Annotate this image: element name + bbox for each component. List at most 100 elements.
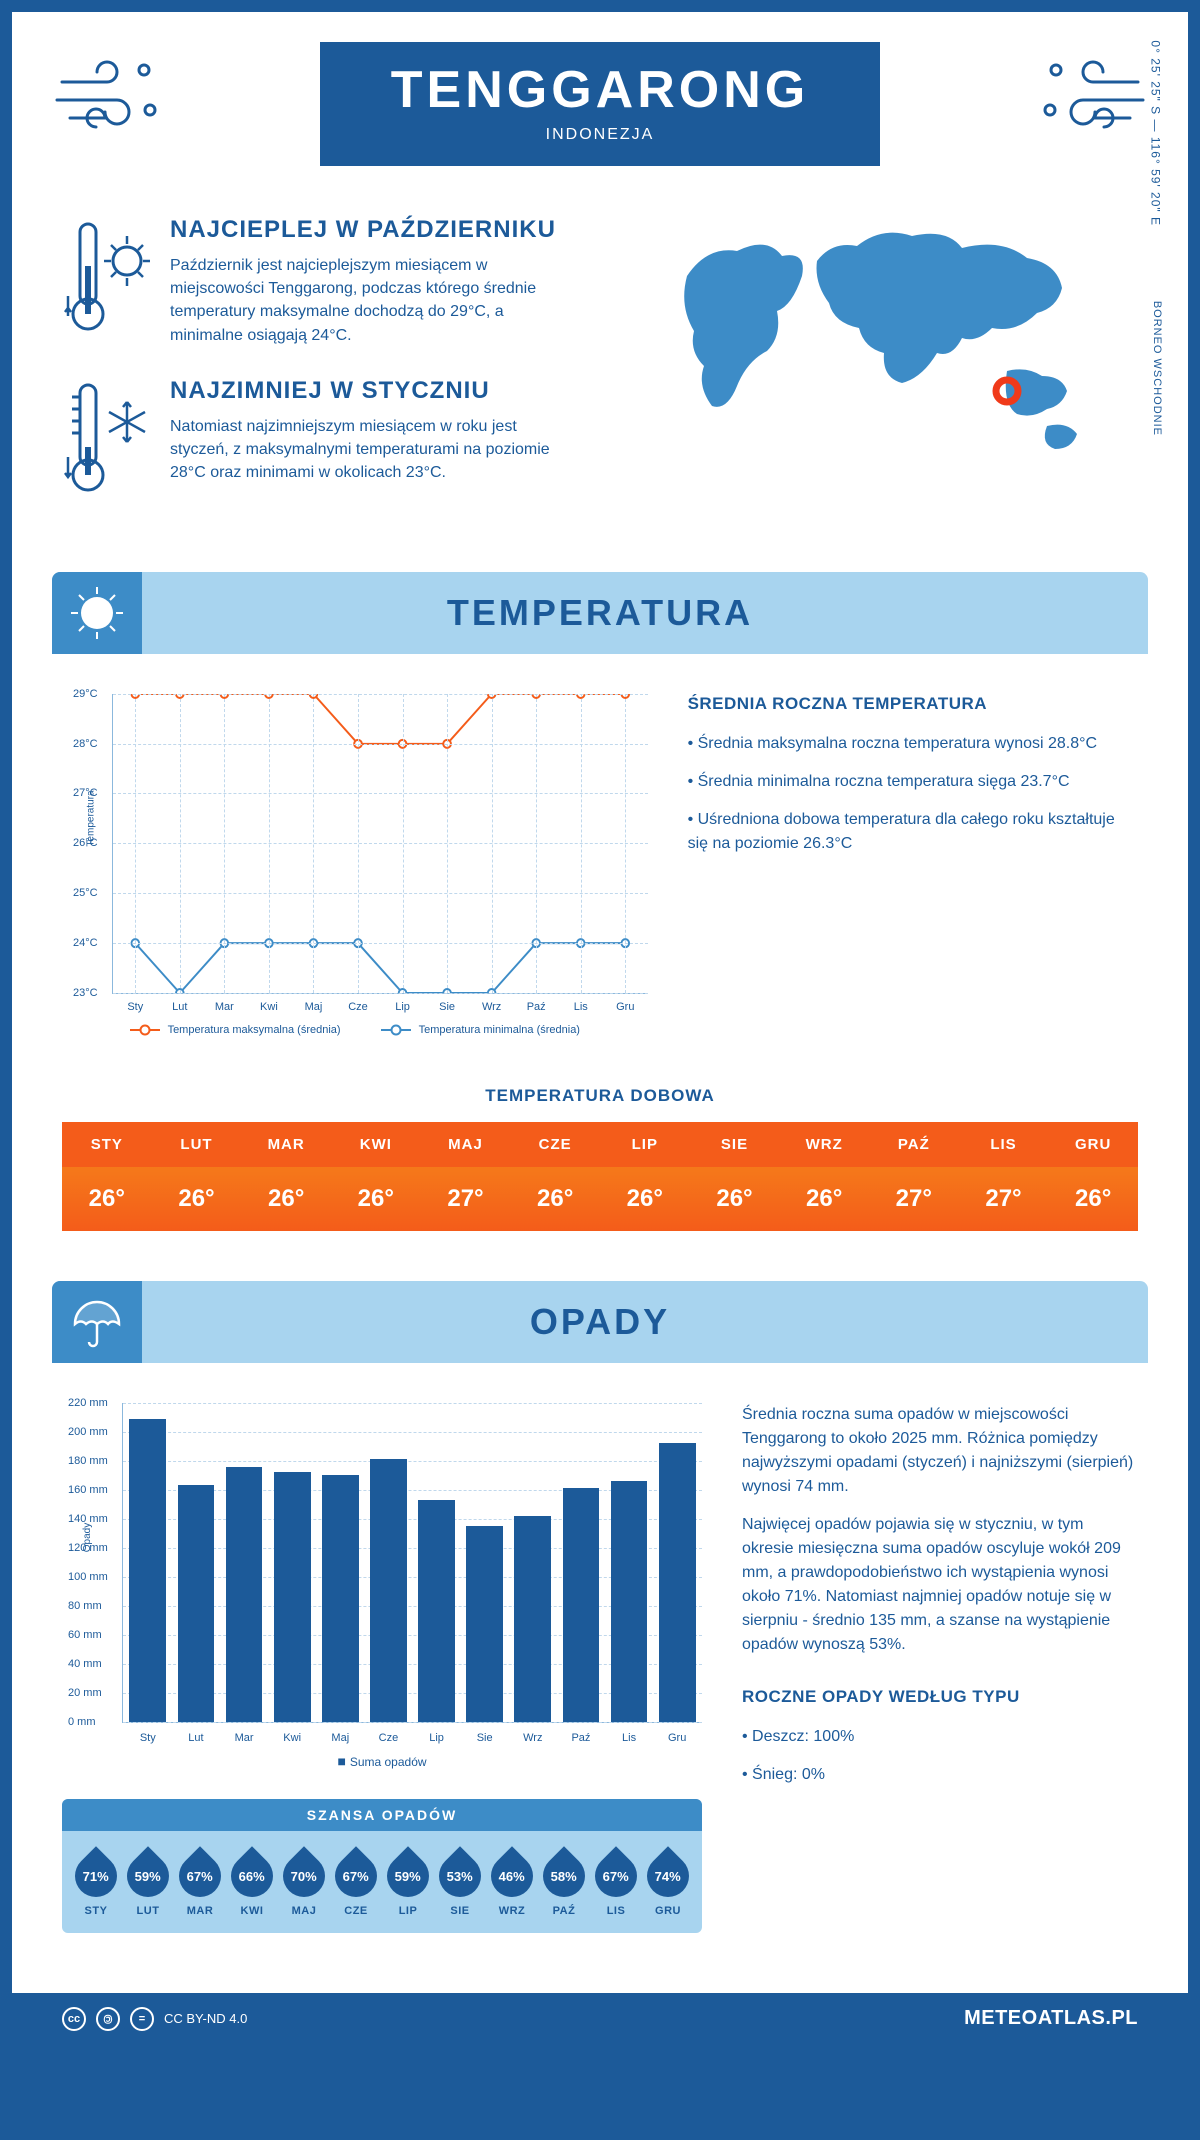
table-header: LIP <box>600 1122 690 1167</box>
rain-drop-item: 53%SIE <box>439 1849 481 1917</box>
raindrop-icon: 67% <box>170 1846 229 1905</box>
temp-summary-title: ŚREDNIA ROCZNA TEMPERATURA <box>688 694 1138 714</box>
bar: Lis <box>611 1481 648 1722</box>
rain-drop-item: 59%LIP <box>387 1849 429 1917</box>
rain-drop-item: 59%LUT <box>127 1849 169 1917</box>
raindrop-icon: 67% <box>586 1846 645 1905</box>
thermometer-cold-icon <box>62 377 152 502</box>
table-cell: 27° <box>959 1167 1049 1231</box>
bar: Gru <box>659 1443 696 1721</box>
bar: Cze <box>370 1459 407 1721</box>
summary-bullet: Średnia minimalna roczna temperatura się… <box>688 770 1138 794</box>
bar-label: Maj <box>331 1732 349 1744</box>
page: TENGGARONG INDONEZJA <box>12 12 1188 2045</box>
raindrop-icon: 58% <box>534 1846 593 1905</box>
cc-icon: cc <box>62 2007 86 2031</box>
precip-type-bullet: Śnieg: 0% <box>742 1763 1138 1787</box>
drop-month: GRU <box>647 1905 689 1917</box>
table-header: STY <box>62 1122 152 1167</box>
table-cell: 26° <box>62 1167 152 1231</box>
bar: Lut <box>178 1485 215 1721</box>
precip-type-title: ROCZNE OPADY WEDŁUG TYPU <box>742 1687 1138 1707</box>
rain-drop-item: 71%STY <box>75 1849 117 1917</box>
table-header: SIE <box>690 1122 780 1167</box>
x-tick: Maj <box>305 1001 323 1013</box>
wind-icon <box>52 52 162 147</box>
temperature-title: TEMPERATURA <box>52 592 1148 634</box>
x-tick: Lis <box>574 1001 588 1013</box>
bar: Lip <box>418 1500 455 1722</box>
coldest-title: NAJZIMNIEJ W STYCZNIU <box>170 377 550 405</box>
daily-temp-title: TEMPERATURA DOBOWA <box>12 1086 1188 1106</box>
precipitation-bar-chart: Opady 0 mm20 mm40 mm60 mm80 mm100 mm120 … <box>62 1403 702 1933</box>
rain-drop-item: 70%MAJ <box>283 1849 325 1917</box>
drop-month: MAJ <box>283 1905 325 1917</box>
raindrop-icon: 66% <box>222 1846 281 1905</box>
rain-chance-box: SZANSA OPADÓW 71%STY59%LUT67%MAR66%KWI70… <box>62 1799 702 1933</box>
precipitation-chart-row: Opady 0 mm20 mm40 mm60 mm80 mm100 mm120 … <box>12 1363 1188 1953</box>
rain-drop-item: 66%KWI <box>231 1849 273 1917</box>
precip-para-1: Średnia roczna suma opadów w miejscowośc… <box>742 1403 1138 1499</box>
bar-label: Sty <box>140 1732 156 1744</box>
footer: cc 🄯 = CC BY-ND 4.0 METEOATLAS.PL <box>12 1993 1188 2045</box>
table-cell: 26° <box>152 1167 242 1231</box>
table-header: KWI <box>331 1122 421 1167</box>
table-cell: 26° <box>241 1167 331 1231</box>
world-map: 0° 25' 25" S — 116° 59' 20" E BORNEO WSC… <box>615 216 1138 532</box>
x-tick: Lip <box>395 1001 410 1013</box>
info-row: NAJCIEPLEJ W PAŹDZIERNIKU Październik je… <box>12 206 1188 572</box>
bar: Wrz <box>514 1516 551 1722</box>
rain-drop-item: 67%MAR <box>179 1849 221 1917</box>
bar-label: Mar <box>235 1732 254 1744</box>
hottest-title: NAJCIEPLEJ W PAŹDZIERNIKU <box>170 216 556 244</box>
drop-month: LUT <box>127 1905 169 1917</box>
drop-month: KWI <box>231 1905 273 1917</box>
bar-label: Wrz <box>523 1732 542 1744</box>
bar: Sie <box>466 1526 503 1722</box>
temperature-chart-row: Temperatura 23°C24°C25°C26°C27°C28°C29°C… <box>12 654 1188 1056</box>
header: TENGGARONG INDONEZJA <box>12 12 1188 206</box>
raindrop-icon: 67% <box>326 1846 385 1905</box>
bar-label: Lis <box>622 1732 636 1744</box>
bar: Kwi <box>274 1472 311 1721</box>
drop-month: CZE <box>335 1905 377 1917</box>
drop-month: PAŹ <box>543 1905 585 1917</box>
bar-label: Gru <box>668 1732 686 1744</box>
x-tick: Kwi <box>260 1001 278 1013</box>
table-cell: 26° <box>779 1167 869 1231</box>
bar-label: Lut <box>188 1732 203 1744</box>
raindrop-icon: 59% <box>118 1846 177 1905</box>
table-cell: 26° <box>690 1167 780 1231</box>
table-cell: 26° <box>1048 1167 1138 1231</box>
hottest-block: NAJCIEPLEJ W PAŹDZIERNIKU Październik je… <box>62 216 585 347</box>
table-header: LIS <box>959 1122 1049 1167</box>
coldest-block: NAJZIMNIEJ W STYCZNIU Natomiast najzimni… <box>62 377 585 502</box>
raindrop-icon: 70% <box>274 1846 333 1905</box>
bar: Mar <box>226 1467 263 1722</box>
x-tick: Gru <box>616 1001 634 1013</box>
hottest-text: Październik jest najcieplejszym miesiące… <box>170 254 550 347</box>
table-header: PAŹ <box>869 1122 959 1167</box>
license-text: CC BY-ND 4.0 <box>164 2011 247 2026</box>
table-header: GRU <box>1048 1122 1138 1167</box>
line-chart-legend: Temperatura maksymalna (średnia)Temperat… <box>62 1024 648 1036</box>
thermometer-hot-icon <box>62 216 152 347</box>
bar-label: Sie <box>477 1732 493 1744</box>
rain-drop-item: 67%CZE <box>335 1849 377 1917</box>
umbrella-icon <box>52 1281 142 1363</box>
raindrop-icon: 59% <box>378 1846 437 1905</box>
drop-month: MAR <box>179 1905 221 1917</box>
bar: Paź <box>563 1488 600 1721</box>
rain-drop-item: 58%PAŹ <box>543 1849 585 1917</box>
temperature-section-header: TEMPERATURA <box>52 572 1148 654</box>
table-cell: 26° <box>600 1167 690 1231</box>
x-tick: Wrz <box>482 1001 501 1013</box>
title-banner: TENGGARONG INDONEZJA <box>320 42 880 166</box>
country-subtitle: INDONEZJA <box>320 126 880 144</box>
x-tick: Lut <box>172 1001 187 1013</box>
x-tick: Mar <box>215 1001 234 1013</box>
bar: Sty <box>129 1419 166 1722</box>
bar-label: Lip <box>429 1732 444 1744</box>
bar-label: Cze <box>379 1732 399 1744</box>
x-tick: Paź <box>527 1001 546 1013</box>
